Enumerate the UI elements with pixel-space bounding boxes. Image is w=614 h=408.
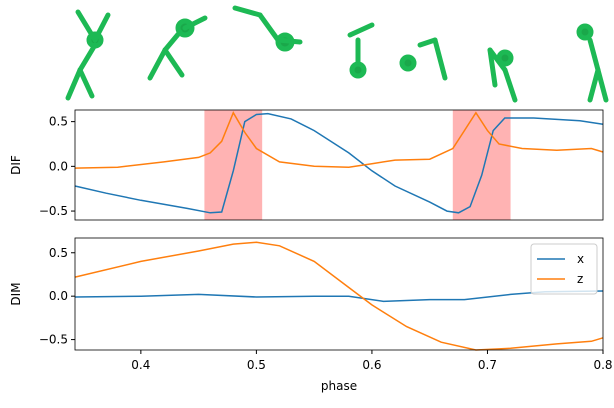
legend-label: z [577, 272, 583, 286]
y-tick-label: 0.0 [49, 159, 68, 173]
pose [347, 22, 375, 79]
pose [487, 47, 518, 103]
y-axis-label: DIF [9, 155, 23, 175]
pose [65, 9, 111, 101]
data-line [74, 241, 604, 351]
axes-frame [74, 237, 604, 351]
axes-frame [74, 109, 604, 221]
highlight-span [204, 110, 263, 220]
data-line [74, 290, 604, 303]
x-tick-label: 0.8 [593, 358, 612, 372]
legend-label: x [577, 252, 584, 266]
y-tick-label: 0.5 [49, 246, 68, 260]
x-tick-label: 0.6 [362, 358, 381, 372]
pose [576, 23, 609, 103]
y-tick-label: −0.5 [39, 333, 68, 347]
data-line [74, 111, 604, 169]
highlight-span [452, 110, 511, 220]
x-tick-label: 0.4 [131, 358, 150, 372]
y-axis-label: DIM [9, 282, 23, 305]
legend-box [530, 243, 598, 295]
x-tick-label: 0.7 [478, 358, 497, 372]
y-tick-label: 0.5 [49, 115, 68, 129]
pose-illustrations [65, 5, 609, 103]
pose [399, 37, 448, 81]
x-tick-label: 0.5 [247, 358, 266, 372]
y-tick-label: −0.5 [39, 204, 68, 218]
y-tick-label: 0.0 [49, 289, 68, 303]
pose [147, 15, 208, 81]
x-axis-label: phase [321, 379, 357, 393]
data-line [74, 112, 604, 214]
pose [232, 5, 303, 52]
